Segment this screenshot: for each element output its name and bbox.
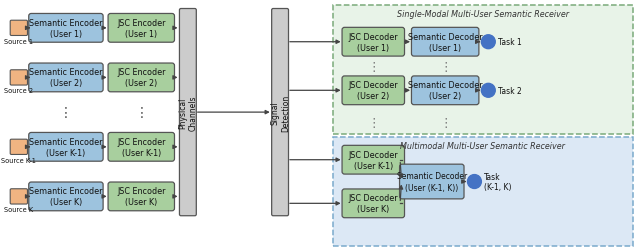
Text: JSC Decoder
(User 2): JSC Decoder (User 2) bbox=[348, 81, 398, 101]
FancyBboxPatch shape bbox=[29, 182, 103, 211]
Text: JSC Encoder
(User 2): JSC Encoder (User 2) bbox=[117, 68, 166, 88]
Text: Semantic Encoder
(User K-1): Semantic Encoder (User K-1) bbox=[29, 137, 102, 157]
Text: Semantic Encoder
(User K): Semantic Encoder (User K) bbox=[29, 186, 102, 207]
Text: Multimodal Multi-User Semantic Receiver: Multimodal Multi-User Semantic Receiver bbox=[401, 141, 565, 150]
FancyBboxPatch shape bbox=[108, 133, 175, 162]
Text: Semantic Decoder
(User 1): Semantic Decoder (User 1) bbox=[408, 33, 483, 53]
Text: ⋮: ⋮ bbox=[134, 106, 148, 120]
Text: ⋮: ⋮ bbox=[439, 116, 451, 129]
Text: Semantic Decoder
(User 2): Semantic Decoder (User 2) bbox=[408, 81, 483, 101]
Text: Semantic Encoder
(User 1): Semantic Encoder (User 1) bbox=[29, 19, 102, 39]
FancyBboxPatch shape bbox=[271, 10, 289, 216]
Text: JSC Encoder
(User K-1): JSC Encoder (User K-1) bbox=[117, 137, 166, 157]
FancyBboxPatch shape bbox=[342, 189, 404, 218]
FancyBboxPatch shape bbox=[29, 14, 103, 43]
Text: ⋮: ⋮ bbox=[367, 116, 380, 129]
FancyBboxPatch shape bbox=[10, 21, 28, 36]
FancyBboxPatch shape bbox=[412, 28, 479, 57]
Text: JSC Decoder
(User 1): JSC Decoder (User 1) bbox=[348, 33, 398, 53]
FancyBboxPatch shape bbox=[29, 64, 103, 92]
FancyBboxPatch shape bbox=[342, 146, 404, 174]
FancyBboxPatch shape bbox=[342, 77, 404, 105]
Text: Source K-1: Source K-1 bbox=[1, 157, 36, 163]
FancyBboxPatch shape bbox=[29, 133, 103, 162]
Circle shape bbox=[467, 175, 481, 189]
Text: Task 2: Task 2 bbox=[498, 86, 522, 96]
FancyBboxPatch shape bbox=[333, 137, 633, 246]
Text: Single-Modal Multi-User Semantic Receiver: Single-Modal Multi-User Semantic Receive… bbox=[397, 10, 569, 19]
FancyBboxPatch shape bbox=[10, 71, 28, 86]
FancyBboxPatch shape bbox=[179, 10, 196, 216]
Text: Task 1: Task 1 bbox=[498, 38, 522, 47]
Circle shape bbox=[481, 36, 495, 49]
FancyBboxPatch shape bbox=[108, 182, 175, 211]
Text: Source K: Source K bbox=[4, 206, 33, 212]
Text: ⋮: ⋮ bbox=[367, 60, 380, 73]
Text: Physical
Channels: Physical Channels bbox=[178, 95, 198, 130]
Text: ⋮: ⋮ bbox=[59, 106, 73, 120]
FancyBboxPatch shape bbox=[412, 77, 479, 105]
Text: JSC Encoder
(User K): JSC Encoder (User K) bbox=[117, 186, 166, 207]
FancyBboxPatch shape bbox=[399, 165, 464, 199]
FancyBboxPatch shape bbox=[333, 6, 633, 134]
Text: Semantic Decoder
(User (K-1, K)): Semantic Decoder (User (K-1, K)) bbox=[397, 172, 467, 192]
FancyBboxPatch shape bbox=[108, 14, 175, 43]
Text: JSC Decoder
(User K): JSC Decoder (User K) bbox=[348, 194, 398, 213]
FancyBboxPatch shape bbox=[342, 28, 404, 57]
Text: JSC Decoder
(User K-1): JSC Decoder (User K-1) bbox=[348, 150, 398, 170]
Text: Signal
Detection: Signal Detection bbox=[270, 94, 290, 131]
FancyBboxPatch shape bbox=[10, 189, 28, 204]
Text: JSC Encoder
(User 1): JSC Encoder (User 1) bbox=[117, 19, 166, 39]
Text: ⋮: ⋮ bbox=[439, 60, 451, 73]
Text: Semantic Encoder
(User 2): Semantic Encoder (User 2) bbox=[29, 68, 102, 88]
FancyBboxPatch shape bbox=[10, 140, 28, 155]
Text: Task
(K-1, K): Task (K-1, K) bbox=[484, 172, 512, 192]
FancyBboxPatch shape bbox=[108, 64, 175, 92]
Circle shape bbox=[481, 84, 495, 98]
Text: Source 1: Source 1 bbox=[4, 39, 33, 45]
Text: Source 2: Source 2 bbox=[4, 88, 33, 94]
